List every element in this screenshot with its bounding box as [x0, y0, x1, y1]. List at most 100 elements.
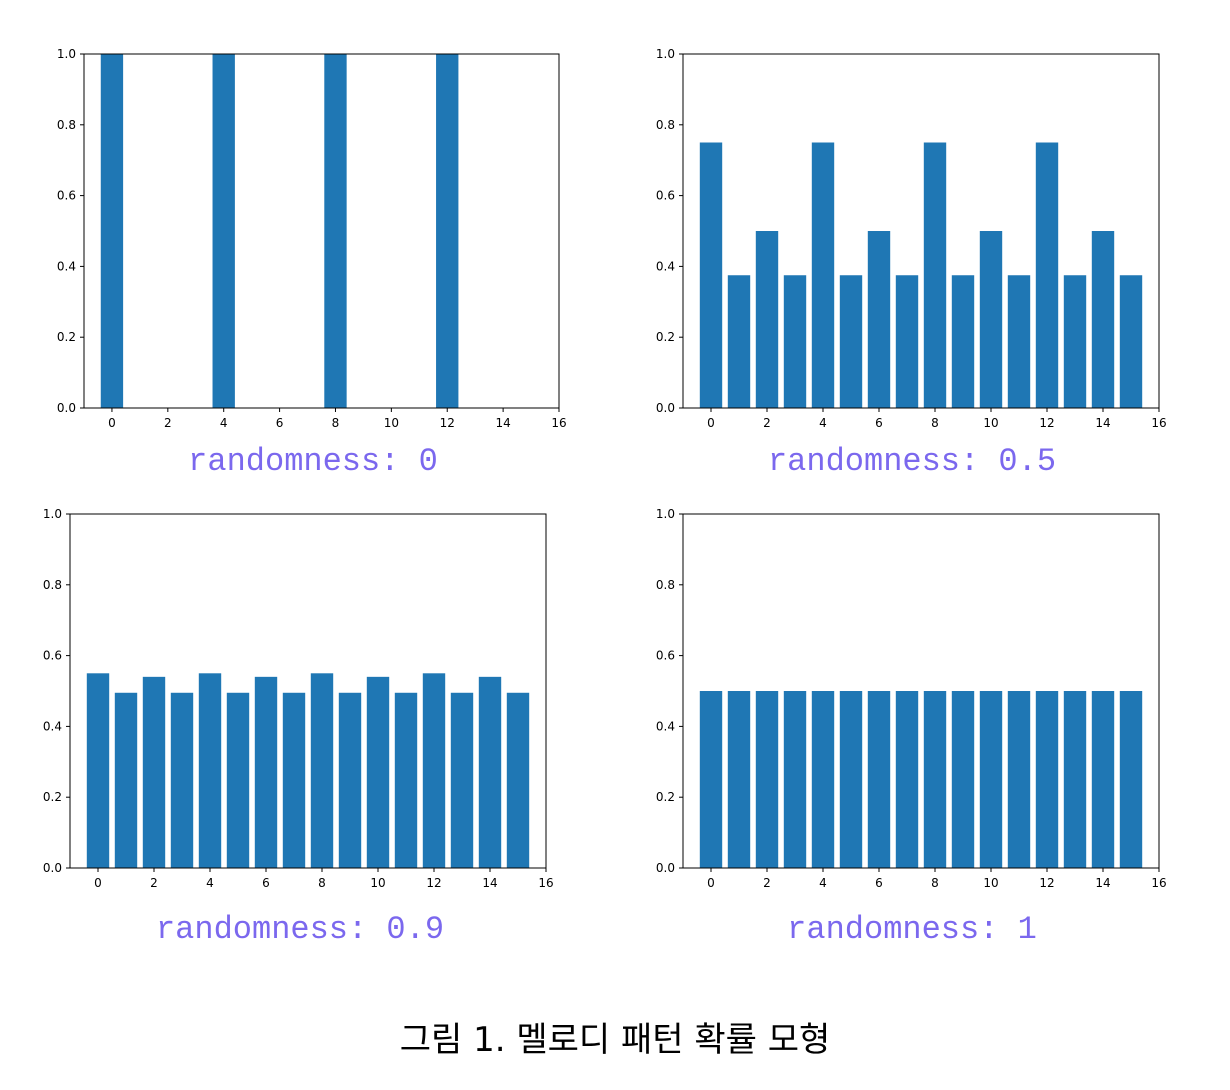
bar: [366, 676, 390, 868]
bar: [895, 275, 919, 408]
x-tick-label: 14: [1095, 416, 1110, 430]
y-tick-label: 0.4: [656, 719, 675, 733]
bar: [727, 691, 751, 868]
chart-panel: 0 2 4 6 8 10 12 14 16 0.0 0.2 0.4 0.6 0.8 1.0 randomnes…: [656, 507, 1167, 948]
x-tick-label: 12: [1039, 876, 1054, 890]
plot-frame: [682, 53, 1160, 409]
y-tick-label: 0.2: [57, 330, 76, 344]
bar: [212, 54, 235, 408]
y-tick-label: 0.8: [656, 118, 675, 132]
x-tick-label: 10: [384, 416, 399, 430]
bar: [506, 692, 530, 868]
figure-caption: 그림 1. 멜로디 패턴 확률 모형: [399, 1020, 831, 1060]
bar: [282, 692, 306, 868]
bar: [310, 673, 334, 868]
x-tick-label: 0: [707, 876, 715, 890]
plot-frame: [69, 513, 547, 869]
bar: [811, 142, 835, 408]
x-tick-label: 16: [1151, 416, 1166, 430]
x-tick-label: 8: [931, 416, 939, 430]
x-tick-label: 12: [426, 876, 441, 890]
bar: [923, 691, 947, 868]
bar: [699, 142, 723, 408]
bar: [755, 691, 779, 868]
x-tick-label: 4: [819, 416, 827, 430]
bar: [839, 275, 863, 408]
y-tick-label: 0.8: [656, 578, 675, 592]
panel-label: randomness: 0: [188, 443, 438, 480]
bar: [727, 275, 751, 408]
y-tick-label: 1.0: [656, 507, 675, 521]
bar: [114, 692, 138, 868]
y-tick-label: 0.6: [43, 649, 62, 663]
bar: [338, 692, 362, 868]
bar: [1007, 691, 1031, 868]
bar: [436, 54, 459, 408]
x-tick-label: 8: [332, 416, 340, 430]
x-tick-label: 8: [318, 876, 326, 890]
y-tick-label: 0.6: [656, 189, 675, 203]
x-tick-label: 14: [482, 876, 497, 890]
bar: [979, 691, 1003, 868]
bar: [1091, 231, 1115, 408]
x-tick-label: 16: [551, 416, 566, 430]
bar: [478, 676, 502, 868]
bar: [1119, 275, 1143, 408]
x-tick-label: 6: [262, 876, 270, 890]
bar: [867, 231, 891, 408]
y-tick-label: 0.4: [656, 259, 675, 273]
x-tick-label: 6: [875, 876, 883, 890]
x-tick-label: 14: [495, 416, 510, 430]
y-tick-label: 0.4: [57, 259, 76, 273]
bar: [86, 673, 110, 868]
bar: [142, 676, 166, 868]
bar: [1035, 691, 1059, 868]
x-tick-label: 16: [1151, 876, 1166, 890]
y-tick-label: 0.8: [57, 118, 76, 132]
bar: [254, 676, 278, 868]
y-tick-label: 0.0: [43, 861, 62, 875]
bar: [867, 691, 891, 868]
y-tick-label: 0.6: [656, 649, 675, 663]
bar: [450, 692, 474, 868]
y-tick-label: 1.0: [43, 507, 62, 521]
bar: [198, 673, 222, 868]
bar: [100, 54, 124, 408]
bar: [1119, 691, 1143, 868]
panel-label: randomness: 0.5: [768, 443, 1056, 480]
x-tick-label: 10: [370, 876, 385, 890]
y-tick-label: 0.4: [43, 719, 62, 733]
y-tick-label: 0.2: [656, 790, 675, 804]
bar: [1063, 691, 1087, 868]
y-tick-label: 1.0: [656, 47, 675, 61]
bar: [951, 275, 975, 408]
x-tick-label: 2: [763, 416, 771, 430]
y-tick-label: 0.2: [656, 330, 675, 344]
x-tick-label: 0: [94, 876, 102, 890]
bar: [923, 142, 947, 408]
y-tick-label: 0.6: [57, 189, 76, 203]
chart-panel: 0 2 4 6 8 10 12 14 16 0.0 0.2 0.4 0.6 0.8 1.0 randomnes…: [43, 507, 554, 948]
bar: [324, 54, 347, 408]
bar: [422, 673, 446, 868]
panel-label: randomness: 1: [787, 911, 1037, 948]
chart-panel: 0 2 4 6 8 10 12 14 16 0.0 0.2 0.4 0.6 0.8 1.0 randomnes…: [656, 47, 1167, 480]
bar: [1063, 275, 1087, 408]
y-tick-label: 0.0: [57, 401, 76, 415]
x-tick-label: 10: [983, 416, 998, 430]
bar: [755, 231, 779, 408]
bar: [811, 691, 835, 868]
plot-frame: [682, 513, 1160, 869]
x-tick-label: 0: [108, 416, 116, 430]
y-tick-label: 0.8: [43, 578, 62, 592]
x-tick-label: 2: [164, 416, 172, 430]
x-tick-label: 2: [763, 876, 771, 890]
bar: [226, 692, 250, 868]
x-tick-label: 16: [538, 876, 553, 890]
x-tick-label: 2: [150, 876, 158, 890]
x-tick-label: 6: [276, 416, 284, 430]
y-tick-label: 0.2: [43, 790, 62, 804]
x-tick-label: 0: [707, 416, 715, 430]
bar: [699, 691, 723, 868]
